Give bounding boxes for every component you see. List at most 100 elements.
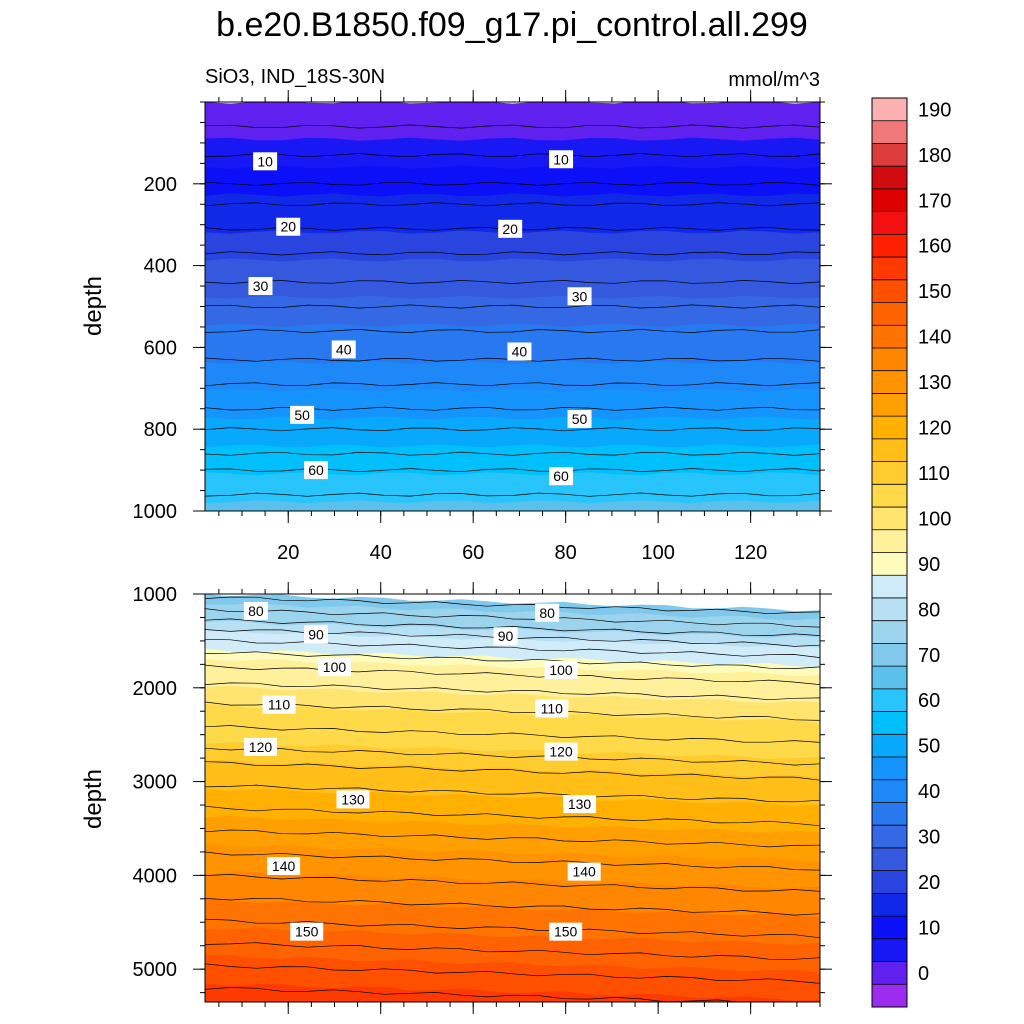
x-tick-label: 100 bbox=[641, 542, 674, 564]
lower-panel: 80 80 90 90 100 100 110 110 120 120 130 130 140 140 15… bbox=[133, 582, 832, 1014]
colorbar-label: 20 bbox=[918, 872, 940, 894]
colorbar-label: 10 bbox=[918, 918, 940, 940]
svg-text:150: 150 bbox=[554, 924, 578, 940]
contour-line bbox=[205, 761, 820, 781]
y-tick-label: 400 bbox=[144, 256, 177, 278]
colorbar-label: 120 bbox=[918, 418, 951, 440]
contour-label: 100 bbox=[317, 658, 351, 677]
y-tick-label: 1000 bbox=[133, 501, 178, 523]
colorbar-swatch bbox=[872, 620, 907, 644]
contour-label: 20 bbox=[276, 217, 301, 236]
svg-text:10: 10 bbox=[257, 153, 273, 169]
contour-label: 130 bbox=[336, 790, 370, 809]
contour-line bbox=[205, 701, 820, 721]
contour-label: 50 bbox=[567, 409, 592, 428]
colorbar-swatch bbox=[872, 416, 907, 440]
svg-text:20: 20 bbox=[280, 219, 296, 235]
svg-text:100: 100 bbox=[549, 662, 573, 678]
contour-label: 120 bbox=[243, 737, 277, 756]
colorbar-swatch bbox=[872, 98, 907, 122]
colorbar-label: 190 bbox=[918, 99, 951, 121]
svg-text:20: 20 bbox=[502, 221, 518, 237]
y-tick-label: 5000 bbox=[133, 959, 178, 981]
colorbar-swatch bbox=[872, 688, 907, 712]
contour-label: 150 bbox=[549, 922, 583, 941]
colorbar-swatch bbox=[872, 347, 907, 371]
contour-line bbox=[205, 304, 820, 309]
contour-line bbox=[205, 181, 820, 186]
colorbar-swatch bbox=[872, 302, 907, 326]
x-tick-label: 20 bbox=[277, 542, 299, 564]
colorbar-frame bbox=[871, 97, 908, 1008]
y-tick-label: 600 bbox=[144, 337, 177, 359]
contour-line bbox=[205, 805, 820, 827]
contour-label: 110 bbox=[262, 695, 296, 714]
colorbar-swatch bbox=[872, 234, 907, 258]
contour-line bbox=[205, 451, 820, 456]
contour-line bbox=[205, 492, 820, 497]
colorbar-swatch bbox=[872, 597, 907, 621]
contour-label: 10 bbox=[253, 152, 278, 171]
colorbar-swatch bbox=[872, 552, 907, 576]
y-tick-label: 4000 bbox=[133, 865, 178, 887]
colorbar-swatch bbox=[872, 529, 907, 553]
contour-line bbox=[205, 664, 820, 685]
contour-label: 10 bbox=[549, 150, 574, 169]
contour-label: 120 bbox=[544, 742, 578, 761]
filled-contours: 10 10 20 20 30 30 40 40 50 50 60 60 bbox=[205, 102, 820, 511]
svg-text:140: 140 bbox=[572, 864, 596, 880]
contour-label: 40 bbox=[507, 342, 532, 361]
svg-text:110: 110 bbox=[541, 700, 564, 716]
x-tick-label: 80 bbox=[555, 542, 577, 564]
contour-label: 20 bbox=[498, 219, 523, 238]
colorbar-label: 90 bbox=[918, 554, 940, 576]
colorbar: 0 10 20 30 40 50 60 70 80 90 100 110 120 130 140 150 160… bbox=[871, 97, 951, 1008]
contour-line bbox=[205, 153, 820, 158]
figure-title: b.e20.B1850.f09_g17.pi_control.all.299 bbox=[216, 6, 808, 44]
colorbar-swatch bbox=[872, 893, 907, 917]
x-tick-label: 60 bbox=[462, 542, 484, 564]
contour-band bbox=[205, 500, 820, 511]
contour-label: 90 bbox=[303, 625, 328, 644]
svg-text:100: 100 bbox=[323, 659, 347, 675]
contour-line bbox=[205, 427, 820, 432]
svg-text:60: 60 bbox=[308, 462, 324, 478]
contour-line bbox=[205, 747, 820, 766]
svg-text:10: 10 bbox=[553, 151, 569, 167]
subtitle-left: SiO3, IND_18S-30N bbox=[205, 66, 385, 88]
colorbar-swatch bbox=[872, 438, 907, 462]
colorbar-swatch bbox=[872, 120, 907, 144]
svg-text:30: 30 bbox=[572, 288, 588, 304]
colorbar-swatch bbox=[872, 847, 907, 871]
y-tick-label: 3000 bbox=[133, 772, 178, 794]
colorbar-swatch bbox=[872, 779, 907, 803]
colorbar-swatch bbox=[872, 166, 907, 190]
colorbar-swatch bbox=[872, 984, 907, 1008]
y-tick-label: 200 bbox=[144, 174, 177, 196]
colorbar-swatch bbox=[872, 870, 907, 894]
svg-text:60: 60 bbox=[553, 468, 569, 484]
contour-line bbox=[205, 918, 820, 939]
contour-band bbox=[205, 992, 567, 1002]
colorbar-label: 180 bbox=[918, 145, 951, 167]
svg-text:120: 120 bbox=[249, 739, 273, 755]
y-tick-label: 2000 bbox=[133, 678, 178, 700]
colorbar-swatch bbox=[872, 461, 907, 485]
colorbar-label: 50 bbox=[918, 736, 940, 758]
svg-text:40: 40 bbox=[512, 343, 528, 359]
colorbar-swatch bbox=[872, 734, 907, 758]
contour-line bbox=[205, 942, 820, 960]
contour-label: 50 bbox=[290, 405, 315, 424]
contour-line bbox=[205, 851, 820, 871]
colorbar-swatch bbox=[872, 325, 907, 349]
colorbar-swatch bbox=[872, 143, 907, 167]
colorbar-label: 80 bbox=[918, 599, 940, 621]
contour-line bbox=[205, 963, 820, 984]
contour-label: 30 bbox=[248, 277, 273, 296]
svg-text:50: 50 bbox=[294, 407, 310, 423]
contour-line bbox=[205, 829, 820, 848]
svg-text:90: 90 bbox=[308, 626, 324, 642]
colorbar-swatch bbox=[872, 802, 907, 826]
colorbar-label: 140 bbox=[918, 327, 951, 349]
contour-line bbox=[205, 651, 820, 669]
